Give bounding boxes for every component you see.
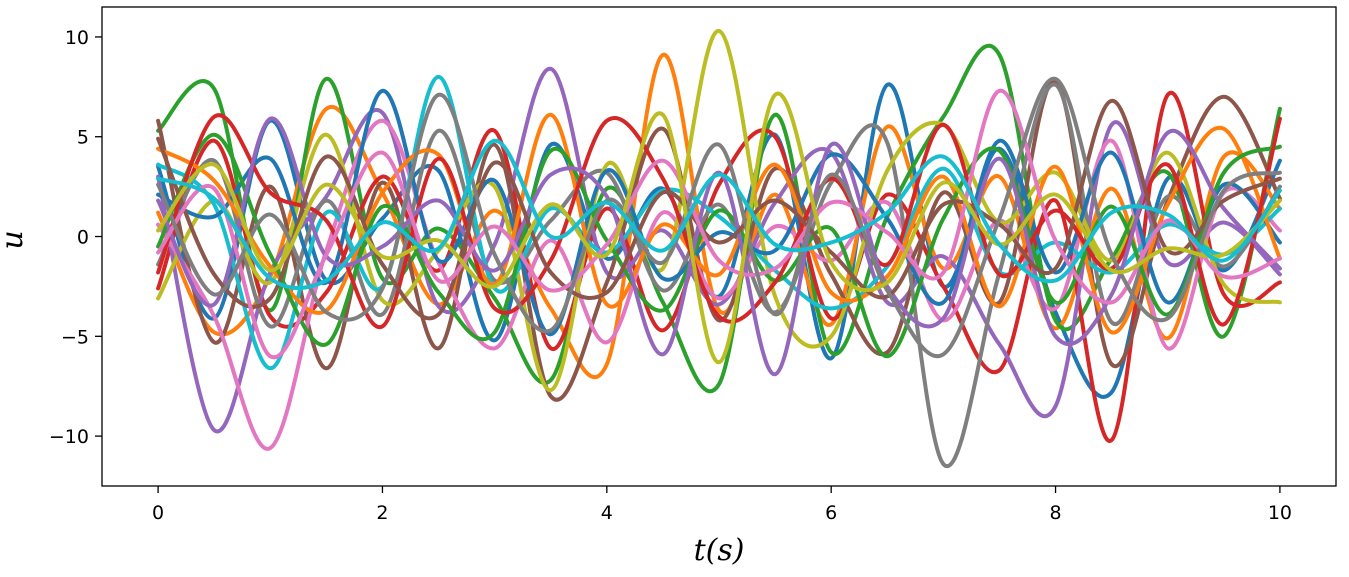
series-layer xyxy=(156,28,1282,469)
y-axis: −10 −5 0 5 10 xyxy=(49,27,102,448)
x-axis-label: t(s) xyxy=(694,533,745,568)
x-tick-label: 10 xyxy=(1268,502,1292,524)
y-tick-label: 5 xyxy=(77,127,89,149)
x-tick-label: 2 xyxy=(376,502,388,524)
x-tick-label: 8 xyxy=(1049,502,1061,524)
y-tick-label: −10 xyxy=(49,426,89,448)
series-line-19 xyxy=(156,91,1282,365)
y-tick-label: 10 xyxy=(65,27,89,49)
x-tick-label: 0 xyxy=(152,502,164,524)
series-line-4 xyxy=(156,90,1282,443)
plot-frame xyxy=(101,6,1337,487)
series-line-17 xyxy=(156,88,1282,360)
x-axis: 0 2 4 6 8 10 xyxy=(152,486,1292,524)
series-line-12 xyxy=(156,112,1282,335)
series-line-3 xyxy=(156,43,1282,394)
series-line-5 xyxy=(156,66,1282,434)
x-tick-label: 4 xyxy=(601,502,613,524)
y-tick-label: −5 xyxy=(61,326,89,348)
y-tick-label: 0 xyxy=(77,227,89,249)
x-tick-label: 6 xyxy=(825,502,837,524)
y-axis-label: u xyxy=(0,230,30,249)
series-line-20 xyxy=(156,138,1282,291)
series-line-18 xyxy=(156,76,1282,359)
